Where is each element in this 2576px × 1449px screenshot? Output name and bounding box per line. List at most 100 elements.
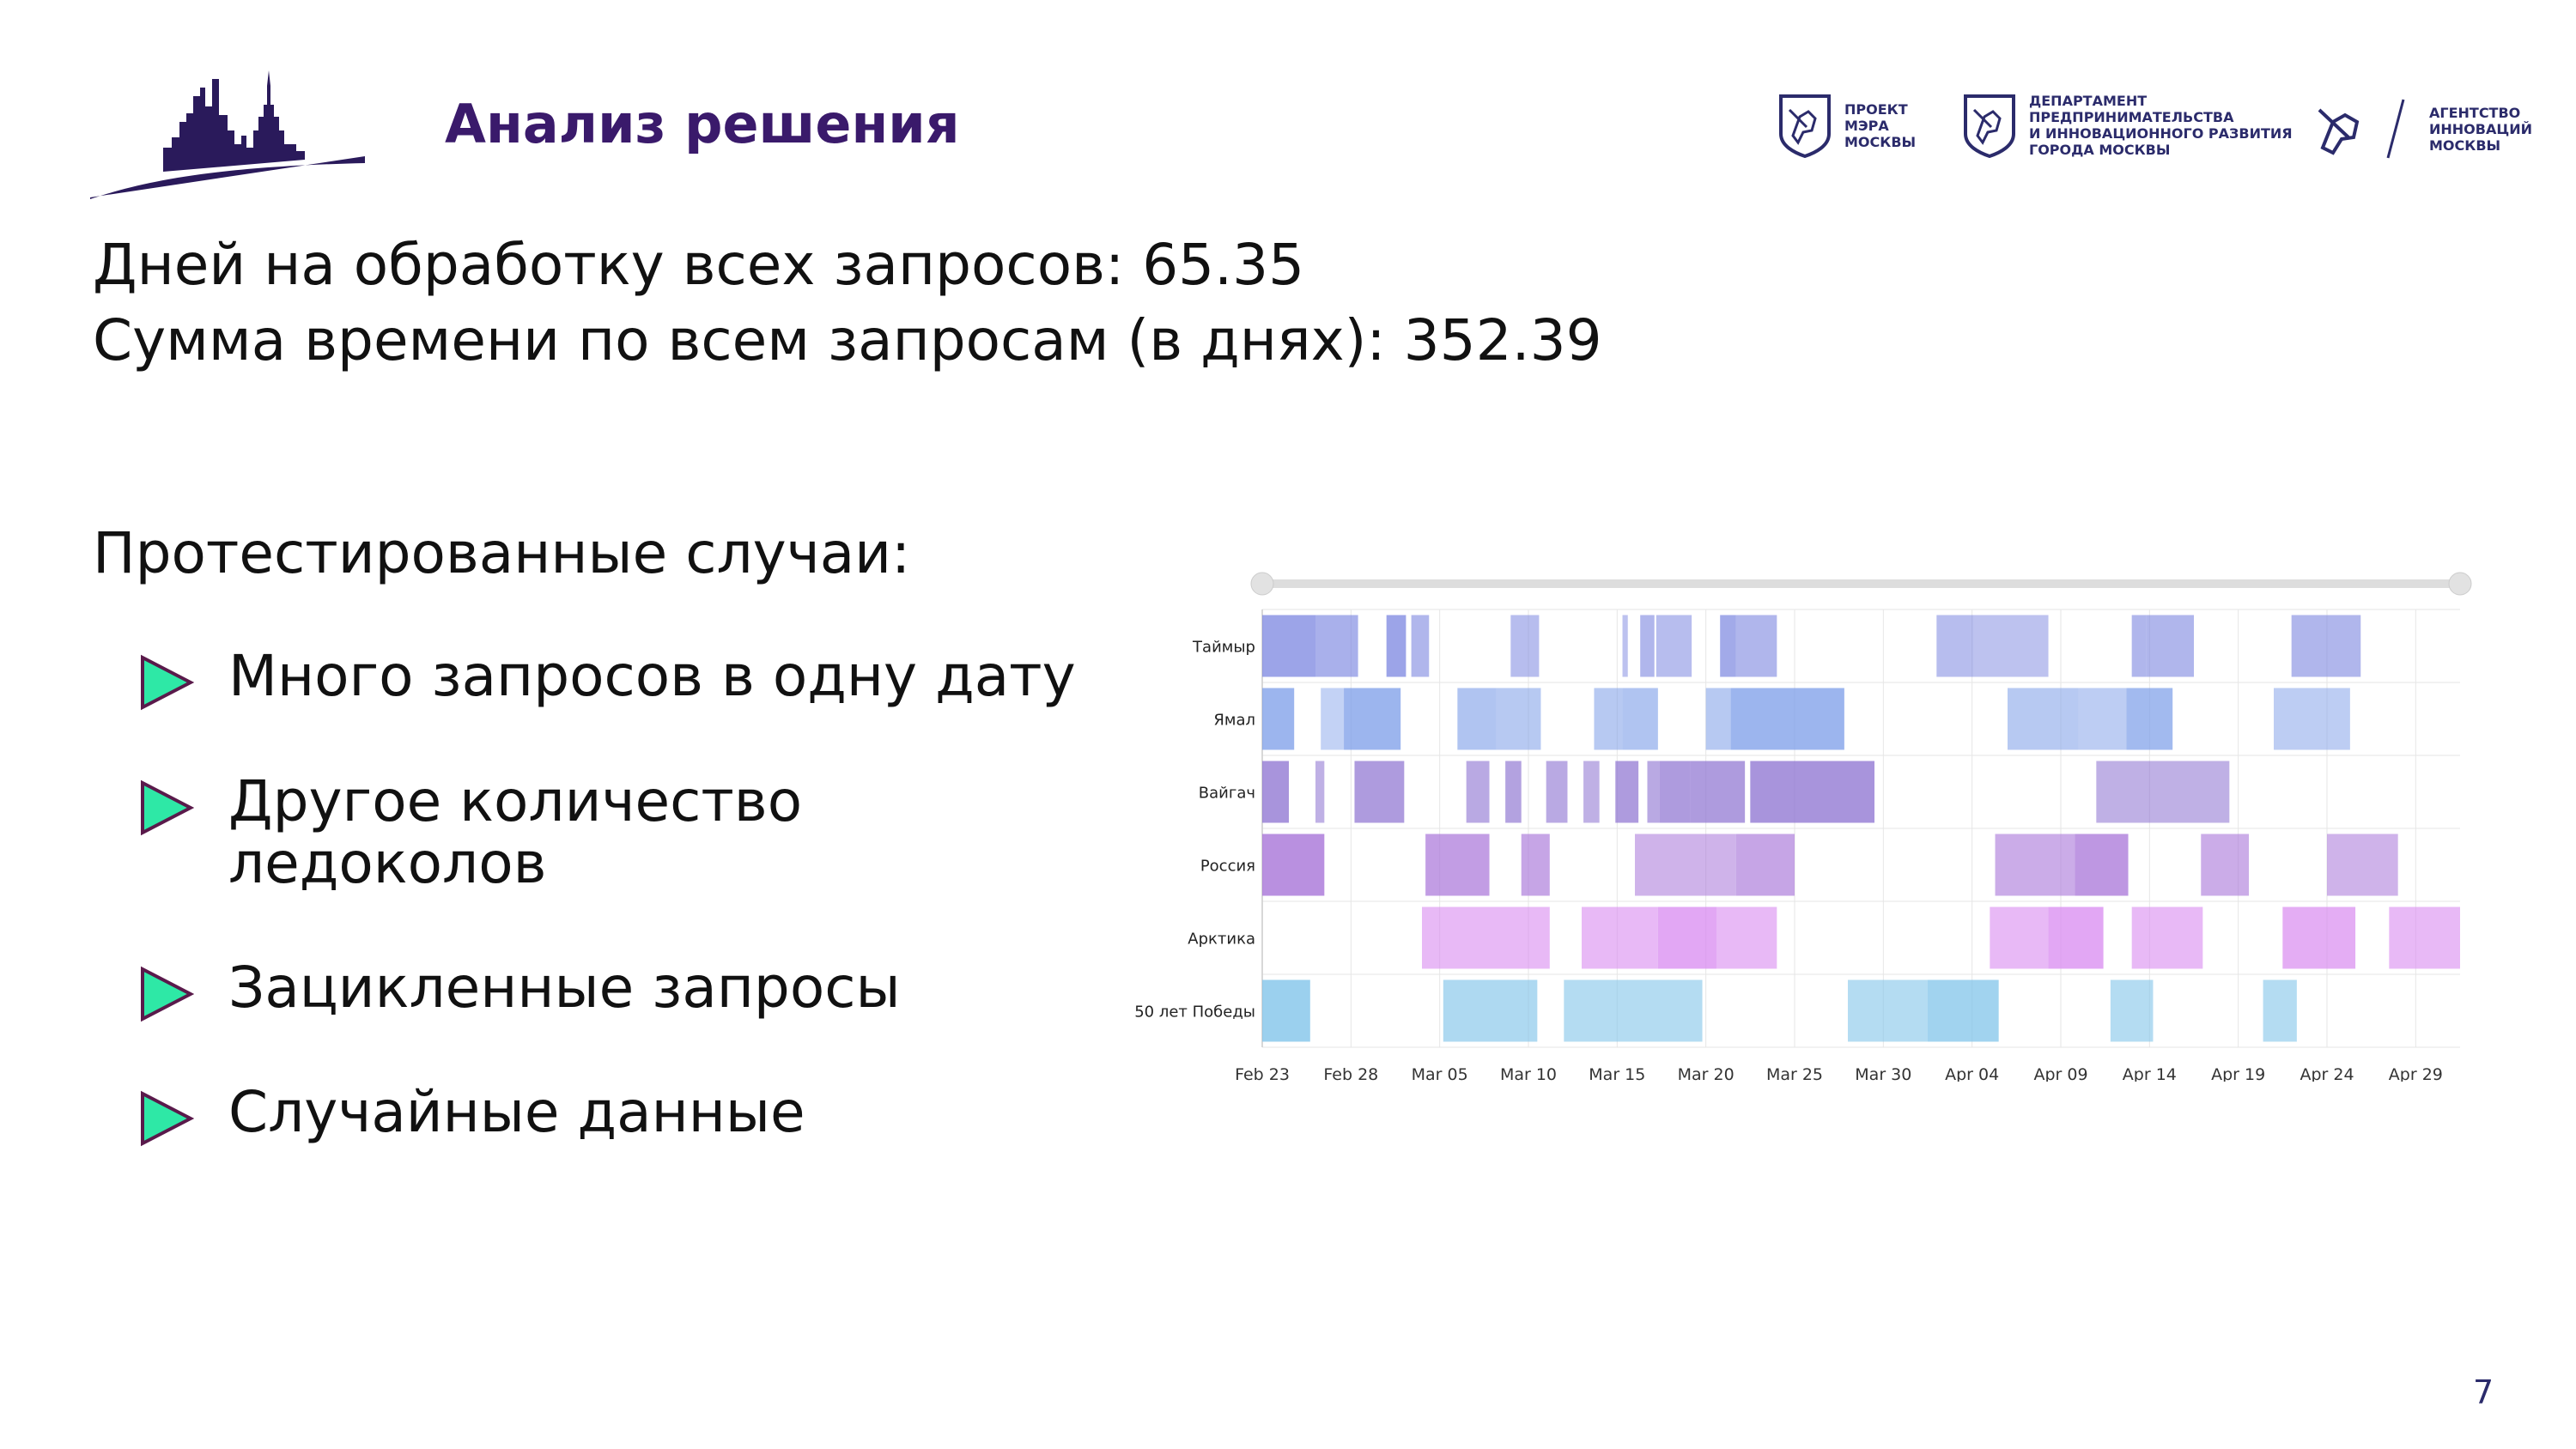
timeline-bar[interactable]	[1315, 615, 1358, 677]
timeline-bar[interactable]	[1928, 979, 1999, 1042]
timeline-bar[interactable]	[2048, 906, 2104, 969]
timeline-bar[interactable]	[1622, 615, 1628, 677]
timeline-bar[interactable]	[1262, 615, 1315, 677]
x-tick-label: Mar 20	[1678, 1065, 1735, 1082]
timeline-bar[interactable]	[2291, 615, 2361, 677]
timeline-bar[interactable]	[2389, 906, 2460, 969]
timeline-bar[interactable]	[1315, 761, 1325, 823]
timeline-bar[interactable]	[2282, 906, 2356, 969]
timeline-bar[interactable]	[1594, 688, 1623, 750]
timeline-bar[interactable]	[1720, 615, 1736, 677]
x-tick-label: Apr 09	[2033, 1065, 2087, 1082]
timeline-bar[interactable]	[1422, 906, 1550, 969]
sum-stat: Сумма времени по всем запросам (в днях):…	[93, 307, 1602, 373]
moscow-coat-of-arms-icon	[1779, 94, 1831, 158]
timeline-bar[interactable]	[1656, 615, 1692, 677]
timeline-bar[interactable]	[1505, 761, 1522, 823]
timeline-bar[interactable]	[1510, 615, 1540, 677]
timeline-bar[interactable]	[1705, 688, 1731, 750]
timeline-bar[interactable]	[1262, 761, 1289, 823]
timeline-bar[interactable]	[1321, 688, 1345, 750]
x-tick-label: Apr 04	[1945, 1065, 1999, 1082]
timeline-bar[interactable]	[2008, 688, 2079, 750]
row-label: 50 лет Победы	[1134, 1003, 1255, 1022]
x-tick-label: Apr 19	[2211, 1065, 2265, 1082]
timeline-bar[interactable]	[2075, 834, 2129, 896]
bullet-text: Много запросов в одну дату	[228, 643, 1076, 709]
timeline-bar[interactable]	[1344, 688, 1401, 750]
x-tick-label: Mar 10	[1500, 1065, 1557, 1082]
timeline-bar[interactable]	[1583, 761, 1600, 823]
x-tick-label: Mar 05	[1412, 1065, 1468, 1082]
days-stat: Дней на обработку всех запросов: 65.35	[93, 232, 1305, 298]
timeline-bar[interactable]	[1443, 979, 1538, 1042]
timeline-bar[interactable]	[1622, 688, 1658, 750]
timeline-bar[interactable]	[1354, 761, 1405, 823]
timeline-bar[interactable]	[2131, 906, 2203, 969]
timeline-bar[interactable]	[1615, 761, 1639, 823]
timeline-bar[interactable]	[1690, 761, 1746, 823]
moscow-skyline-logo	[90, 70, 365, 199]
timeline-bar[interactable]	[2274, 688, 2350, 750]
st-george-icon	[2318, 99, 2405, 159]
x-tick-label: Feb 23	[1235, 1065, 1290, 1082]
mayor-project-logo: ПРОЕКТ МЭРА МОСКВЫ	[1777, 93, 1916, 158]
timeline-bar[interactable]	[2201, 834, 2250, 896]
timeline-bar[interactable]	[2096, 761, 2230, 823]
bullet-item: Случайные данные	[137, 1082, 1156, 1147]
row-label: Арктика	[1188, 931, 1255, 949]
timeline-bar[interactable]	[1640, 615, 1655, 677]
logo-text: АГЕНТСТВО ИННОВАЦИЙ МОСКВЫ	[2429, 104, 2532, 154]
row-label: Россия	[1200, 858, 1255, 876]
timeline-bar[interactable]	[1735, 834, 1795, 896]
timeline-bar[interactable]	[2146, 615, 2194, 677]
timeline-bar[interactable]	[1546, 761, 1568, 823]
timeline-bar[interactable]	[1735, 615, 1777, 677]
x-tick-label: Mar 30	[1855, 1065, 1911, 1082]
timeline-bar[interactable]	[1936, 615, 1974, 677]
innovation-agency-logo: АГЕНТСТВО ИННОВАЦИЙ МОСКВЫ	[2314, 96, 2532, 161]
timeline-bar[interactable]	[1262, 688, 1295, 750]
bullet-item: Много запросов в одну дату	[137, 646, 1156, 711]
x-tick-label: Apr 14	[2123, 1065, 2177, 1082]
timeline-bar[interactable]	[1262, 834, 1325, 896]
timeline-bar[interactable]	[1635, 834, 1736, 896]
tested-heading: Протестированные случаи:	[93, 520, 911, 586]
timeline-bar[interactable]	[1750, 761, 1874, 823]
range-slider-track[interactable]	[1262, 579, 2460, 588]
timeline-bar[interactable]	[1411, 615, 1430, 677]
timeline-bar[interactable]	[2327, 834, 2398, 896]
timeline-bar[interactable]	[1730, 688, 1844, 750]
timeline-bar[interactable]	[1521, 834, 1550, 896]
timeline-bar[interactable]	[1657, 906, 1717, 969]
timeline-bar[interactable]	[1457, 688, 1497, 750]
moscow-coat-of-arms-icon	[1964, 94, 2015, 158]
timeline-bar[interactable]	[2263, 979, 2297, 1042]
triangle-bullet-icon	[141, 966, 194, 1022]
timeline-bar[interactable]	[1973, 615, 2049, 677]
timeline-bar[interactable]	[1466, 761, 1490, 823]
page-number: 7	[2473, 1373, 2494, 1411]
timeline-bar[interactable]	[2078, 688, 2127, 750]
triangle-bullet-icon	[141, 654, 194, 711]
timeline-bar[interactable]	[1716, 906, 1777, 969]
timeline-bar[interactable]	[2126, 688, 2173, 750]
range-slider-right-handle[interactable]	[2448, 572, 2472, 596]
range-slider-left-handle[interactable]	[1250, 572, 1274, 596]
timeline-bar[interactable]	[1647, 761, 1660, 823]
timeline-bar[interactable]	[1848, 979, 1928, 1042]
timeline-bar[interactable]	[1386, 615, 1406, 677]
triangle-bullet-icon	[141, 1090, 194, 1147]
timeline-bar[interactable]	[1425, 834, 1490, 896]
timeline-bar[interactable]	[1582, 906, 1658, 969]
timeline-bar[interactable]	[1995, 834, 2075, 896]
timeline-bar[interactable]	[2110, 979, 2154, 1042]
timeline-bar[interactable]	[1564, 979, 1703, 1042]
timeline-bar[interactable]	[1659, 761, 1691, 823]
row-label: Ямал	[1213, 712, 1255, 730]
timeline-bar[interactable]	[1496, 688, 1541, 750]
timeline-bar[interactable]	[1262, 979, 1310, 1042]
timeline-bar[interactable]	[1990, 906, 2049, 969]
timeline-bar[interactable]	[2131, 615, 2147, 677]
x-tick-label: Feb 28	[1323, 1065, 1378, 1082]
